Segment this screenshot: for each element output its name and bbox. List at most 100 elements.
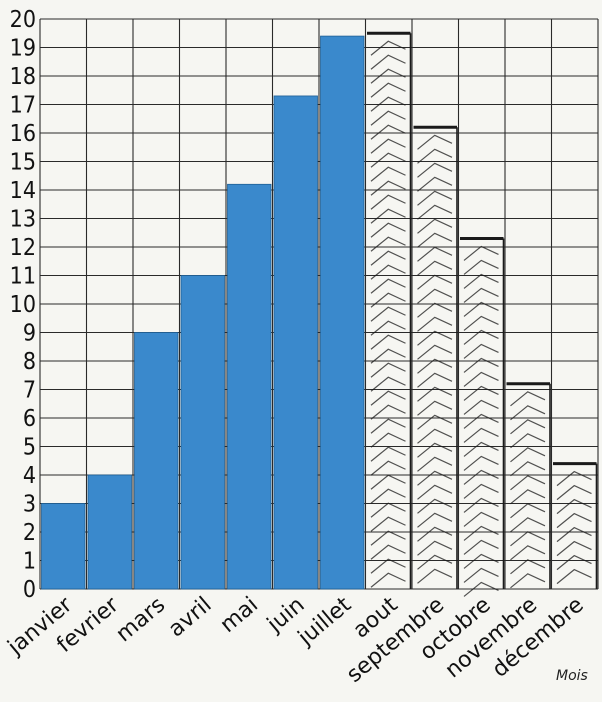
hatch-stroke [417, 218, 453, 234]
hatch-stroke [417, 232, 453, 248]
hatch-stroke [463, 455, 499, 471]
hatch-stroke [370, 222, 406, 238]
hatch-stroke [463, 525, 499, 541]
hatch-stroke [370, 432, 406, 448]
hatch-stroke [510, 391, 546, 407]
hatch-stroke [510, 461, 546, 477]
hatch-stroke [370, 516, 406, 532]
hatch-stroke [417, 302, 453, 318]
hatch-stroke [463, 343, 499, 359]
hatch-stroke [463, 553, 499, 569]
hatch-stroke [556, 568, 592, 585]
hatch-stroke [417, 386, 453, 402]
hatch-stroke [417, 358, 453, 374]
y-tick-label: 1 [23, 549, 36, 575]
hatch-stroke [370, 166, 406, 182]
hatch-stroke [463, 469, 499, 485]
hatch-stroke [417, 414, 453, 430]
y-tick-label: 20 [10, 7, 36, 33]
y-tick-label: 5 [23, 435, 36, 461]
hatch-stroke [370, 418, 406, 434]
hatch-stroke [510, 531, 546, 547]
hatch-stroke [370, 68, 406, 84]
hatch-stroke [556, 554, 592, 571]
hatch-stroke [417, 288, 453, 304]
hatch-stroke [510, 503, 546, 519]
y-tick-label: 15 [10, 150, 36, 176]
hatch-stroke [370, 334, 406, 350]
y-tick-label: 2 [23, 520, 36, 546]
hatch-stroke [463, 581, 499, 597]
hatch-stroke [510, 419, 546, 435]
hatch-stroke [463, 511, 499, 527]
hatch-stroke [370, 40, 406, 56]
hatch-stroke [510, 517, 546, 533]
hand-bar-octobre [460, 236, 505, 597]
hatch-stroke [417, 428, 453, 444]
hatch-stroke [463, 259, 499, 275]
hatch-stroke [370, 152, 406, 168]
hatch-stroke [370, 530, 406, 546]
hatch-stroke [417, 568, 453, 584]
y-tick-label: 0 [23, 577, 36, 603]
y-tick-label: 13 [10, 207, 36, 233]
hatch-stroke [463, 483, 499, 499]
y-tick-label: 3 [23, 492, 36, 518]
hatch-stroke [417, 540, 453, 556]
hatch-stroke [370, 138, 406, 154]
y-tick-label: 17 [10, 93, 36, 119]
hatch-stroke [370, 180, 406, 196]
hatch-stroke [556, 484, 592, 501]
hatch-stroke [370, 544, 406, 560]
hatch-stroke [370, 572, 406, 588]
hatch-stroke [510, 433, 546, 449]
hatch-stroke [510, 405, 546, 421]
hand-bar-décembre [553, 462, 598, 589]
hatch-stroke [510, 545, 546, 561]
hatch-stroke [370, 362, 406, 378]
x-tick-label: avril [164, 592, 217, 642]
y-tick-label: 7 [23, 378, 36, 404]
hatch-stroke [463, 301, 499, 317]
hatch-stroke [417, 400, 453, 416]
hatch-stroke [370, 404, 406, 420]
hatch-stroke [370, 446, 406, 462]
hatch-stroke [370, 502, 406, 518]
hatch-stroke [417, 204, 453, 220]
hatch-stroke [370, 376, 406, 392]
hatch-stroke [370, 110, 406, 126]
hatch-stroke [556, 512, 592, 529]
bar-fevrier [87, 474, 132, 590]
hatch-stroke [510, 489, 546, 505]
hatch-stroke [370, 460, 406, 476]
hatch-stroke [417, 456, 453, 472]
hatch-stroke [417, 498, 453, 514]
hatch-stroke [510, 447, 546, 463]
y-tick-label: 16 [10, 121, 36, 147]
hatch-stroke [370, 96, 406, 112]
y-tick-label: 14 [10, 178, 36, 204]
hand-bar-novembre [506, 382, 551, 589]
y-tick-label: 6 [23, 406, 36, 432]
hatch-stroke [370, 558, 406, 574]
hand-bar-septembre [413, 125, 458, 589]
hatch-stroke [370, 124, 406, 140]
hatch-stroke [556, 470, 592, 487]
hatch-stroke [556, 498, 592, 515]
x-tick-label: mars [112, 592, 171, 647]
hatch-stroke [370, 82, 406, 98]
y-tick-label: 9 [23, 321, 36, 347]
hatch-stroke [370, 390, 406, 406]
hatch-stroke [417, 470, 453, 486]
hatch-stroke [417, 526, 453, 542]
hatch-stroke [463, 539, 499, 555]
hatch-stroke [417, 344, 453, 360]
hatch-stroke [463, 427, 499, 443]
hatch-stroke [510, 559, 546, 575]
hatch-stroke [463, 399, 499, 415]
y-tick-label: 12 [10, 235, 36, 261]
hatch-stroke [417, 274, 453, 290]
